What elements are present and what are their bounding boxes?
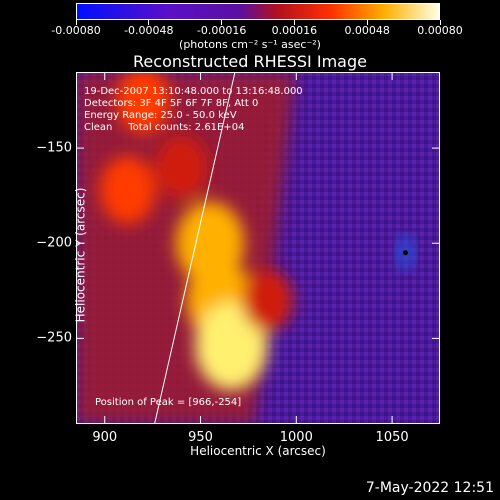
colorbar-tick-label: 0.00016 [271,24,318,37]
colorbar [76,3,440,20]
colorbar-tick [439,20,441,25]
colorbar-tick-label: -0.00080 [51,24,101,37]
heatmap-blob [195,301,268,390]
colorbar-tick [221,20,223,25]
heatmap-blob [155,135,208,200]
y-axis-label: Heliocentric Y (arcsec) [73,187,88,323]
heatmap-blob [116,72,171,134]
solar-limb-line [154,72,236,424]
colorbar-tick [293,20,295,25]
x-tick-label: 1050 [375,430,409,445]
x-axis-label: Heliocentric X (arcsec) [190,444,326,458]
info-line: Energy Range: 25.0 - 50.0 keV [84,110,237,121]
y-tick-label: −150 [36,140,72,156]
heatmap-blob [99,155,156,225]
x-tick-label: 900 [92,430,118,445]
info-line: Clean Total counts: 2.61E+04 [84,122,245,133]
colorbar-tick-label: 0.00080 [417,24,463,37]
timestamp: 7-May-2022 12:51 [365,480,494,496]
info-line: 19-Dec-2007 13:10:48.000 to 13:16:48.000 [84,86,303,97]
y-tick-label: −250 [36,330,72,346]
colorbar-tick [75,20,77,25]
colorbar-tick-label: -0.00016 [196,24,247,37]
x-tick-label: 1000 [279,430,313,445]
heatmap-blob [242,269,293,332]
colorbar-unit: (photons cm⁻² s⁻¹ asec⁻²) [179,38,321,51]
plot-frame [76,72,440,424]
y-tick-label: −200 [36,235,72,251]
info-line: Detectors: 3F 4F 5F 6F 7F 8F, Att 0 [84,98,259,109]
x-tick-label: 950 [188,430,213,445]
colorbar-tick [366,20,368,25]
peak-position-label: Position of Peak = [966,-254] [95,397,242,408]
plot-area [76,72,440,424]
colorbar-tick-label: 0.00048 [344,24,390,37]
colorbar-tick [148,20,150,25]
chart-title: Reconstructed RHESSI Image [133,52,367,71]
colorbar-tick-label: -0.00048 [124,24,174,37]
min-marker [403,250,409,256]
